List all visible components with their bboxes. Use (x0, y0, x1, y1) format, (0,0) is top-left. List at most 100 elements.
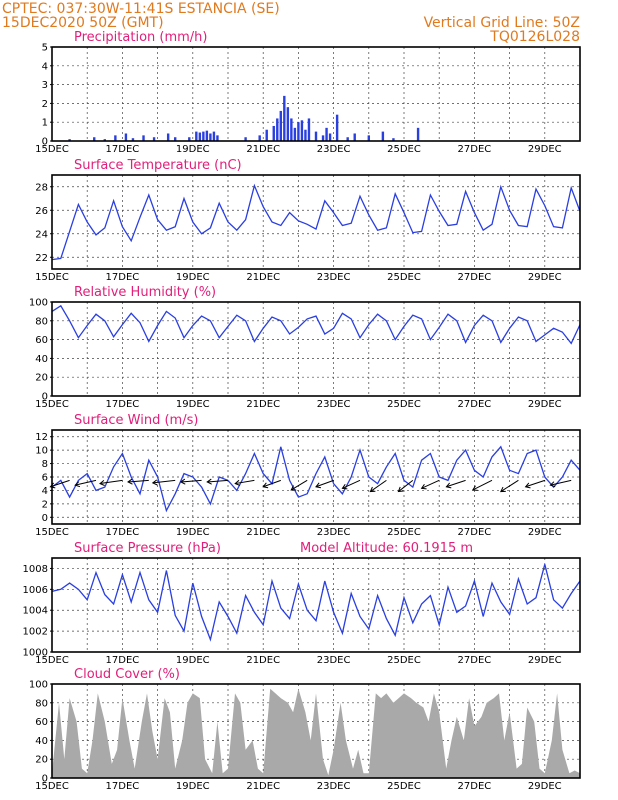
y-tick-label: 2 (42, 99, 48, 110)
y-tick-label: 20 (35, 755, 48, 766)
y-tick-label: 2 (42, 499, 48, 510)
series-line-wind (51, 445, 581, 513)
x-tick-label: 27DEC (458, 527, 492, 538)
x-tick-label: 17DEC (106, 781, 140, 792)
x-tick-label: 15DEC (35, 144, 69, 155)
precip-bar (328, 133, 332, 141)
precip-bar (381, 131, 385, 141)
wind-arrow (127, 479, 149, 483)
y-tick-label: 24 (35, 229, 48, 240)
x-tick-label: 25DEC (387, 399, 421, 410)
x-tick-label: 19DEC (176, 144, 210, 155)
panel-title: Surface Temperature (nC) (74, 158, 242, 173)
panel-humidity: 0 20 40 60 80 100 15DEC 17DEC 19DEC 21DEC 23DEC 25D… (29, 285, 581, 410)
panel-frame (51, 683, 581, 779)
wind-arrow (263, 479, 281, 488)
y-tick-label: 26 (35, 206, 48, 217)
y-tick-label: 3 (42, 80, 48, 91)
panel-temp: 22 24 26 28 15DEC 17DEC 19DEC 21DEC 23DEC 25DEC 27… (35, 158, 581, 283)
wind-arrow-head (151, 479, 158, 486)
x-tick-label: 23DEC (317, 655, 351, 666)
x-tick-label: 21DEC (246, 655, 280, 666)
precip-bar (304, 129, 307, 141)
wind-arrow-head (315, 482, 322, 489)
precip-bar (392, 138, 395, 141)
precip-bar (198, 132, 202, 141)
wind-arrow-head (369, 486, 376, 493)
x-tick-label: 17DEC (106, 399, 140, 410)
y-tick-label: 80 (35, 698, 48, 709)
panel-frame (51, 301, 581, 397)
wind-arrow (421, 479, 440, 489)
y-tick-label: 10 (35, 446, 48, 457)
panel-title: Surface Wind (m/s) (74, 413, 198, 428)
precip-bar (265, 129, 268, 141)
x-tick-label: 27DEC (458, 399, 492, 410)
panel-title: Cloud Cover (%) (74, 667, 180, 682)
cloud-area (52, 688, 580, 778)
x-tick-label: 19DEC (176, 527, 210, 538)
x-tick-label: 15DEC (35, 399, 69, 410)
precip-bar (209, 133, 212, 141)
y-tick-label: 100 (29, 298, 48, 309)
y-tick-label: 0 (42, 513, 48, 524)
precip-bar (276, 118, 279, 141)
x-tick-label: 27DEC (458, 144, 492, 155)
precip-bar (216, 135, 219, 141)
precip-bar (142, 135, 145, 141)
y-tick-label: 20 (35, 373, 48, 384)
wind-arrow (99, 479, 123, 485)
y-tick-label: 40 (35, 354, 48, 365)
wind-arrow-head (234, 479, 241, 486)
precip-bar (297, 122, 300, 141)
precip-bar (212, 131, 216, 141)
wind-arrow (342, 479, 361, 489)
x-tick-label: 29DEC (528, 399, 562, 410)
wind-arrow-head (549, 481, 556, 488)
wind-arrow-head (341, 483, 348, 490)
precip-bar (279, 110, 282, 141)
precip-bar (293, 127, 297, 141)
series-line-temp (51, 183, 581, 261)
x-tick-label: 25DEC (387, 527, 421, 538)
wind-arrow (50, 479, 70, 488)
precip-bar (272, 125, 275, 141)
precip-bar (103, 139, 106, 141)
wind-arrow (75, 479, 97, 486)
x-tick-label: 17DEC (106, 655, 140, 666)
x-tick-label: 23DEC (317, 781, 351, 792)
precip-bar (353, 133, 356, 141)
y-tick-label: 100 (29, 680, 48, 691)
x-tick-label: 23DEC (317, 527, 351, 538)
panel-title: Precipitation (mm/h) (74, 30, 207, 45)
y-tick-label: 8 (42, 459, 48, 470)
precip-bar (367, 135, 370, 141)
precip-bar (346, 137, 349, 141)
y-tick-label: 0 (42, 774, 48, 785)
wind-arrow (290, 479, 308, 491)
precip-bar (195, 131, 198, 141)
panel-frame (51, 174, 581, 270)
x-tick-label: 17DEC (106, 272, 140, 283)
x-tick-label: 21DEC (246, 272, 280, 283)
header-grid-line: Vertical Grid Line: 50Z (424, 15, 580, 31)
x-tick-label: 19DEC (176, 781, 210, 792)
x-tick-label: 27DEC (458, 655, 492, 666)
panel-precip: 0 1 2 3 4 5 15DEC 17DEC 19DEC 21DEC 23DEC 25DEC 27DE… (35, 30, 581, 155)
panel-frame (51, 46, 581, 142)
x-tick-label: 27DEC (458, 781, 492, 792)
x-tick-label: 25DEC (387, 144, 421, 155)
wind-arrow-head (206, 478, 212, 485)
header-model: TQ0126L028 (489, 29, 580, 45)
precip-bar (335, 114, 339, 141)
wind-arrow (550, 479, 572, 486)
precip-bar (93, 137, 96, 141)
panel-pressure: 1000 1002 1004 1006 1008 15DEC 17DEC 19DEC 21DEC… (23, 541, 581, 666)
y-tick-label: 5 (42, 43, 48, 54)
wind-arrow (398, 479, 414, 492)
precip-bar (416, 127, 420, 141)
precip-bar (314, 131, 318, 141)
wind-arrow (472, 479, 493, 491)
wind-arrow-head (420, 483, 427, 490)
